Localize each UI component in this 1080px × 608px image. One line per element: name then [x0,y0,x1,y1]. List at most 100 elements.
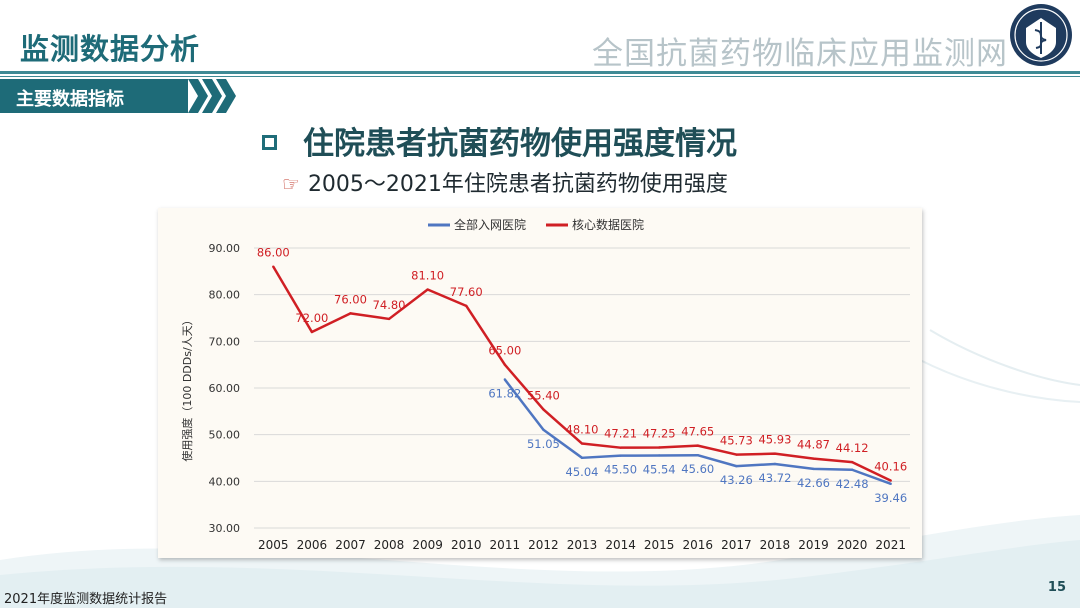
main-heading: 住院患者抗菌药物使用强度情况 [262,118,737,163]
sub-heading-text: 2005～2021年住院患者抗菌药物使用强度 [307,172,728,197]
data-point [542,428,545,431]
data-label: 61.82 [488,387,521,401]
data-point [387,317,391,321]
data-point [889,482,892,486]
data-point [580,442,584,445]
data-label: 45.93 [758,433,791,447]
header-rule [0,71,1080,74]
data-point [272,265,275,268]
report-name: 2021年度监测数据统计报告 [4,592,168,607]
x-tick-label: 2017 [721,538,752,552]
y-tick-label: 90.00 [209,242,241,255]
square-bullet-icon [262,135,277,150]
data-label: 42.66 [797,476,830,490]
data-label: 43.26 [720,473,753,487]
data-label: 47.25 [643,427,676,441]
data-point [812,467,815,471]
y-tick-label: 50.00 [209,429,241,442]
data-label: 74.80 [373,298,406,312]
y-axis-label: 使用强度（100 DDDs/人天） [180,314,194,461]
legend-label: 核心数据医院 [572,217,644,232]
chevron-right-icon [188,79,236,113]
data-point [696,444,699,447]
data-point [503,363,507,366]
data-point [542,408,545,411]
x-tick-label: 2014 [605,538,636,552]
data-label: 76.00 [334,292,367,306]
data-point [580,456,584,460]
x-tick-label: 2005 [258,538,289,552]
pointing-hand-icon: ☞ [282,172,300,196]
x-tick-label: 2018 [760,538,791,552]
data-point [657,446,661,449]
legend-label: 全部入网医院 [454,217,526,232]
x-tick-label: 2019 [798,538,829,552]
data-label: 45.54 [643,462,676,476]
data-point [850,468,854,471]
x-tick-label: 2015 [644,538,675,552]
data-label: 65.00 [488,344,521,358]
x-tick-label: 2016 [682,538,713,552]
data-label: 44.12 [836,441,869,455]
data-point [773,462,777,466]
data-point [310,330,314,334]
header-rule-thin [0,76,1080,77]
data-label: 72.00 [295,311,328,325]
section-tag: 主要数据指标 [0,79,188,113]
data-label: 47.65 [681,425,714,439]
data-label: 51.05 [527,437,560,451]
data-point [657,454,661,457]
data-point [465,304,468,308]
data-point [696,454,699,457]
data-point [735,453,738,456]
network-name: 全国抗菌药物临床应用监测网 [592,36,1008,72]
x-tick-label: 2007 [335,538,366,552]
data-label: 47.21 [604,427,637,441]
x-tick-label: 2020 [837,538,868,552]
data-point [850,460,854,464]
x-tick-label: 2006 [297,538,328,552]
data-point [889,479,892,482]
network-logo-icon [1010,4,1072,66]
data-label: 55.40 [527,388,560,402]
data-point [349,312,352,315]
main-heading-text: 住院患者抗菌药物使用强度情况 [303,126,737,162]
data-label: 43.72 [758,471,791,485]
data-label: 45.60 [681,462,714,476]
data-label: 39.46 [874,491,907,505]
x-tick-label: 2012 [528,538,559,552]
data-label: 77.60 [450,285,483,299]
data-label: 44.87 [797,438,830,452]
data-label: 40.16 [874,460,907,474]
y-tick-label: 60.00 [209,382,241,395]
x-tick-label: 2009 [412,538,443,552]
y-tick-label: 70.00 [209,335,241,348]
y-tick-label: 40.00 [209,475,241,488]
data-label: 86.00 [257,246,290,260]
data-label: 81.10 [411,269,444,283]
data-point [773,452,777,455]
data-point [735,464,738,468]
data-point [619,454,622,457]
data-label: 45.50 [604,463,637,477]
data-label: 45.04 [566,465,599,479]
data-label: 42.48 [836,477,869,491]
y-tick-label: 30.00 [209,522,241,535]
x-tick-label: 2010 [451,538,482,552]
line-chart: 30.00 40.00 50.00 60.00 70.00 80.00 90.00 使用强度（… [180,217,910,552]
y-tick-label: 80.00 [209,289,241,302]
data-point [426,288,429,291]
x-tick-label: 2011 [490,538,521,552]
sub-heading: ☞ 2005～2021年住院患者抗菌药物使用强度 [282,166,728,198]
data-label: 45.73 [720,434,753,448]
x-tick-label: 2008 [374,538,405,552]
data-point [812,457,815,460]
page-title: 监测数据分析 [20,32,201,66]
data-point [619,446,622,449]
page-number: 15 [1047,580,1066,595]
chart-panel: 30.00 40.00 50.00 60.00 70.00 80.00 90.00 使用强度（… [158,208,922,558]
data-label: 48.10 [566,423,599,437]
section-tag-label: 主要数据指标 [16,89,124,110]
x-tick-label: 2021 [875,538,906,552]
